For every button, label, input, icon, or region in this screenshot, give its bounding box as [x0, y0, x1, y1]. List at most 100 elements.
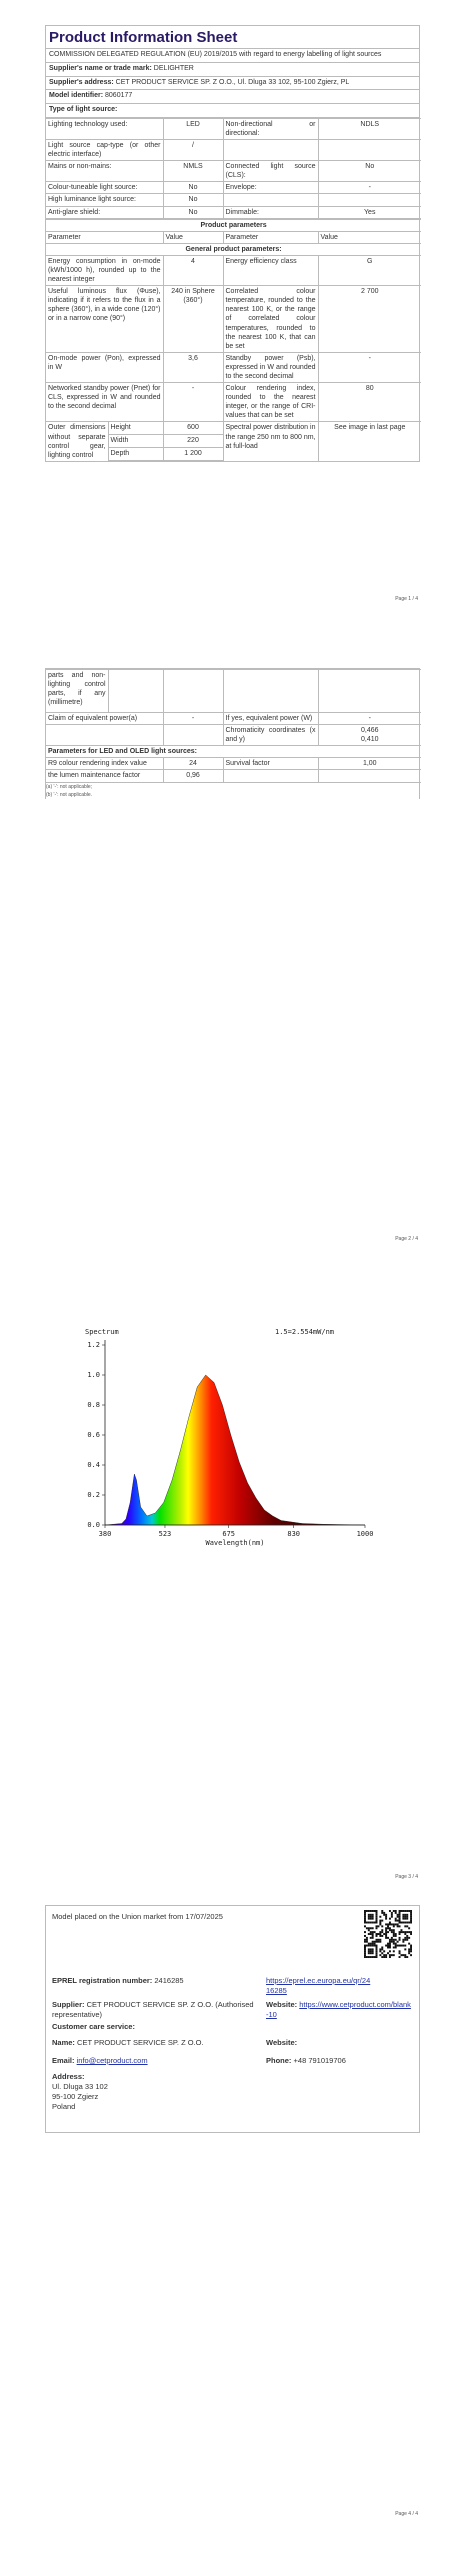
qr-module: [402, 1938, 405, 1941]
qr-module: [387, 1952, 390, 1955]
qr-module: [379, 1933, 382, 1936]
qr-module: [369, 1936, 372, 1939]
qr-module: [383, 1954, 386, 1957]
qr-module: [369, 1956, 372, 1958]
table-row: the lumen maintenance factor 0,96: [46, 769, 421, 783]
qr-module: [402, 1944, 405, 1947]
field-value: CET PRODUCT SERVICE SP. Z O.O., Ul. Dlug…: [115, 78, 350, 86]
qr-module: [388, 1942, 391, 1945]
qr-module: [364, 1917, 366, 1920]
qr-module: [402, 1910, 405, 1912]
eprel-url: https://eprel.ec.europa.eu/qr/2416285: [266, 1976, 371, 1996]
table-row: parts and non-lighting control parts, if…: [46, 669, 421, 713]
field-link[interactable]: https://www.cetproduct.com/blank-10: [266, 2000, 411, 2020]
qr-module: [388, 1944, 391, 1947]
qr-module: [394, 1917, 397, 1920]
qr-module: [398, 1931, 401, 1934]
field: Model identifier: 8060177: [46, 90, 419, 104]
qr-module: [377, 1938, 380, 1941]
qr-module: [404, 1956, 407, 1958]
table-cell: Colour rendering index, rounded to the n…: [222, 382, 319, 423]
qr-module: [396, 1944, 399, 1947]
qr-module: [377, 1925, 380, 1928]
qr-module: [410, 1931, 412, 1934]
qr-module: [379, 1919, 382, 1922]
qr-module: [392, 1954, 395, 1957]
supplier: Supplier: CET PRODUCT SERVICE SP. Z O.O.…: [52, 2000, 257, 2020]
field-label: Name:: [52, 2038, 75, 2047]
qr-module: [367, 1929, 370, 1932]
qr-module: [364, 1913, 366, 1916]
table-cell: 600: [162, 421, 224, 436]
qr-module: [408, 1950, 411, 1953]
qr-module: [369, 1931, 372, 1934]
website: Website: https://www.cetproduct.com/blan…: [266, 2000, 411, 2020]
table-cell: Chromaticity coordinates (x and y): [222, 724, 319, 747]
qr-module: [408, 1936, 411, 1939]
qr-module: [404, 1910, 407, 1912]
qr-module: [392, 1940, 395, 1943]
y-tick-label: 0.6: [87, 1431, 100, 1439]
y-tick-label: 0.4: [87, 1461, 100, 1469]
qr-module: [364, 1910, 366, 1912]
qr-module: [404, 1925, 407, 1928]
qr-module: [402, 1921, 405, 1924]
table-row: Colour-tuneable light source: No Envelope:…: [46, 181, 421, 195]
qr-module: [371, 1936, 374, 1939]
qr-module: [398, 1938, 401, 1941]
qr-module: [385, 1917, 388, 1920]
qr-module: [406, 1936, 409, 1939]
x-axis-label: Wavelength(nm): [205, 1539, 264, 1547]
table-cell: G: [317, 254, 422, 287]
qr-module: [388, 1946, 391, 1949]
qr-module: [410, 1948, 412, 1951]
table-cell: Connected light source (CLS):: [222, 160, 319, 183]
field-value: 8060177: [105, 92, 133, 100]
field-link[interactable]: info@cetproduct.com: [76, 2056, 148, 2065]
table-cell: -: [317, 711, 421, 726]
qr-module: [369, 1950, 372, 1953]
qr-module: [381, 1919, 384, 1922]
table-row: Claim of equivalent power(a) - If yes, equ…: [46, 711, 421, 726]
qr-module: [396, 1915, 399, 1918]
qr-module: [406, 1915, 409, 1918]
table-cell: 4: [162, 254, 224, 287]
qr-module: [402, 1940, 405, 1943]
qr-module: [377, 1933, 380, 1936]
qr-module: [410, 1944, 412, 1947]
qr-module: [373, 1942, 376, 1945]
qr-module: [388, 1921, 391, 1924]
qr-module: [365, 1936, 368, 1939]
qr-module: [385, 1915, 388, 1918]
x-tick-label: 830: [287, 1530, 300, 1538]
address-line: 95-100 Zgierz: [52, 2092, 99, 2102]
x-tick-label: 523: [159, 1530, 172, 1538]
qr-module: [388, 1940, 391, 1943]
qr-module: [390, 1911, 393, 1914]
table-row: Parameters for LED and OLED light source…: [46, 745, 421, 759]
table-cell: [317, 669, 421, 713]
qr-module: [375, 1917, 378, 1920]
qr-module: [371, 1934, 374, 1937]
qr-module: [406, 1910, 409, 1912]
qr-module: [375, 1934, 378, 1937]
parameters-table: parts and non-lighting control parts, if…: [46, 669, 421, 783]
table-cell: Spectral power distribution in the range…: [222, 421, 319, 461]
qr-module: [392, 1942, 395, 1945]
qr-module: [364, 1954, 366, 1957]
qr-module: [406, 1956, 409, 1958]
qr-module: [388, 1950, 391, 1953]
qr-module: [408, 1952, 411, 1955]
qr-module: [371, 1927, 374, 1930]
eprel-link[interactable]: https://eprel.ec.europa.eu/qr/2416285: [266, 1976, 371, 1996]
qr-module: [392, 1931, 395, 1934]
qr-module: [390, 1931, 393, 1934]
field-value: CET PRODUCT SERVICE SP. Z O.O. (Authoris…: [52, 2000, 254, 2020]
page-number: Page 3 / 4: [395, 1874, 418, 1880]
qr-module: [406, 1934, 409, 1937]
qr-module: [381, 1925, 384, 1928]
table-cell: Height: [107, 421, 164, 436]
qr-module: [364, 1925, 366, 1928]
qr-module: [398, 1917, 401, 1920]
table-cell: [46, 724, 164, 747]
